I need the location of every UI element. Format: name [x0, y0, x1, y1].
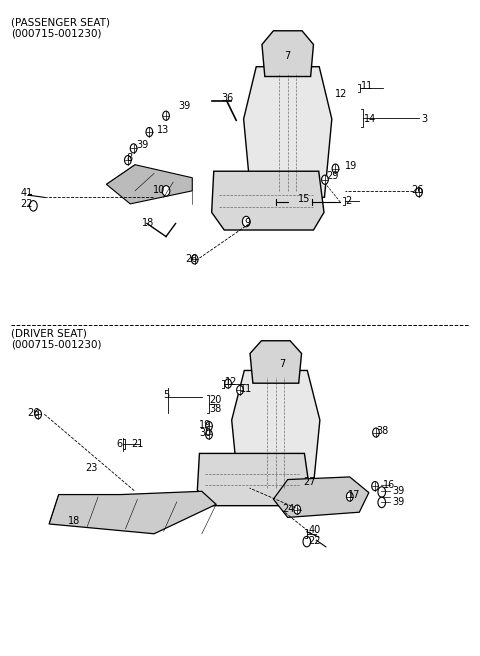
Circle shape: [378, 487, 385, 497]
Circle shape: [294, 505, 300, 514]
Text: 12: 12: [336, 89, 348, 99]
Text: 11: 11: [361, 81, 373, 91]
Circle shape: [205, 421, 212, 430]
Text: 39: 39: [393, 497, 405, 507]
Text: 19: 19: [199, 420, 212, 430]
Polygon shape: [244, 67, 332, 197]
Text: 18: 18: [68, 516, 81, 525]
Text: 26: 26: [185, 254, 197, 264]
Circle shape: [163, 111, 169, 120]
Polygon shape: [49, 491, 216, 534]
Text: 29: 29: [326, 171, 338, 182]
Text: 36: 36: [221, 93, 233, 103]
Polygon shape: [250, 340, 301, 383]
Text: 39: 39: [136, 140, 148, 150]
Circle shape: [162, 186, 170, 196]
Circle shape: [30, 201, 37, 211]
Text: 26: 26: [411, 184, 423, 195]
Polygon shape: [197, 453, 310, 506]
Circle shape: [322, 175, 328, 184]
Text: 18: 18: [142, 218, 155, 228]
Polygon shape: [232, 371, 320, 495]
Circle shape: [192, 255, 198, 264]
Circle shape: [35, 409, 41, 419]
Text: 5: 5: [164, 390, 170, 400]
Polygon shape: [274, 477, 369, 518]
Text: 20: 20: [209, 395, 222, 405]
Text: 6: 6: [116, 440, 122, 449]
Text: 23: 23: [85, 463, 97, 474]
Text: 13: 13: [156, 125, 169, 135]
Text: 30: 30: [199, 428, 212, 438]
Text: 16: 16: [383, 480, 396, 490]
Circle shape: [205, 430, 212, 439]
Circle shape: [372, 482, 378, 491]
Polygon shape: [262, 31, 313, 77]
Text: 27: 27: [303, 476, 315, 487]
Circle shape: [303, 537, 311, 547]
Text: 24: 24: [282, 504, 294, 514]
Circle shape: [332, 164, 339, 173]
Text: 26: 26: [28, 408, 40, 418]
Polygon shape: [212, 171, 324, 230]
Text: (PASSENGER SEAT): (PASSENGER SEAT): [11, 18, 110, 28]
Text: 22: 22: [21, 199, 33, 209]
Circle shape: [130, 144, 137, 153]
Circle shape: [225, 379, 231, 388]
Text: 11: 11: [240, 384, 252, 394]
Text: 17: 17: [348, 490, 360, 501]
Text: 40: 40: [308, 525, 321, 535]
Circle shape: [378, 497, 385, 508]
Text: 3: 3: [421, 114, 428, 124]
Text: 7: 7: [285, 51, 291, 60]
Text: 39: 39: [393, 486, 405, 497]
Circle shape: [242, 216, 250, 227]
Text: 38: 38: [209, 404, 222, 414]
Text: 19: 19: [345, 161, 357, 171]
Circle shape: [124, 155, 131, 165]
Text: 2: 2: [345, 196, 351, 206]
Text: 21: 21: [131, 440, 144, 449]
Text: 41: 41: [21, 188, 33, 198]
Circle shape: [372, 428, 379, 437]
Circle shape: [237, 386, 243, 395]
Text: 14: 14: [364, 114, 376, 124]
Text: (DRIVER SEAT): (DRIVER SEAT): [11, 328, 87, 338]
Text: 10: 10: [153, 184, 166, 195]
Text: 7: 7: [279, 359, 286, 369]
Text: (000715-001230): (000715-001230): [11, 340, 101, 350]
Text: 22: 22: [308, 536, 321, 546]
Text: (000715-001230): (000715-001230): [11, 29, 101, 39]
Circle shape: [347, 492, 353, 501]
Text: 8: 8: [126, 153, 132, 163]
Text: 39: 39: [178, 101, 190, 111]
Text: 9: 9: [245, 218, 251, 228]
Circle shape: [416, 188, 422, 197]
Polygon shape: [107, 165, 192, 204]
Text: 38: 38: [376, 426, 388, 436]
Text: 12: 12: [225, 377, 237, 386]
Circle shape: [146, 127, 153, 136]
Text: 15: 15: [298, 194, 311, 203]
